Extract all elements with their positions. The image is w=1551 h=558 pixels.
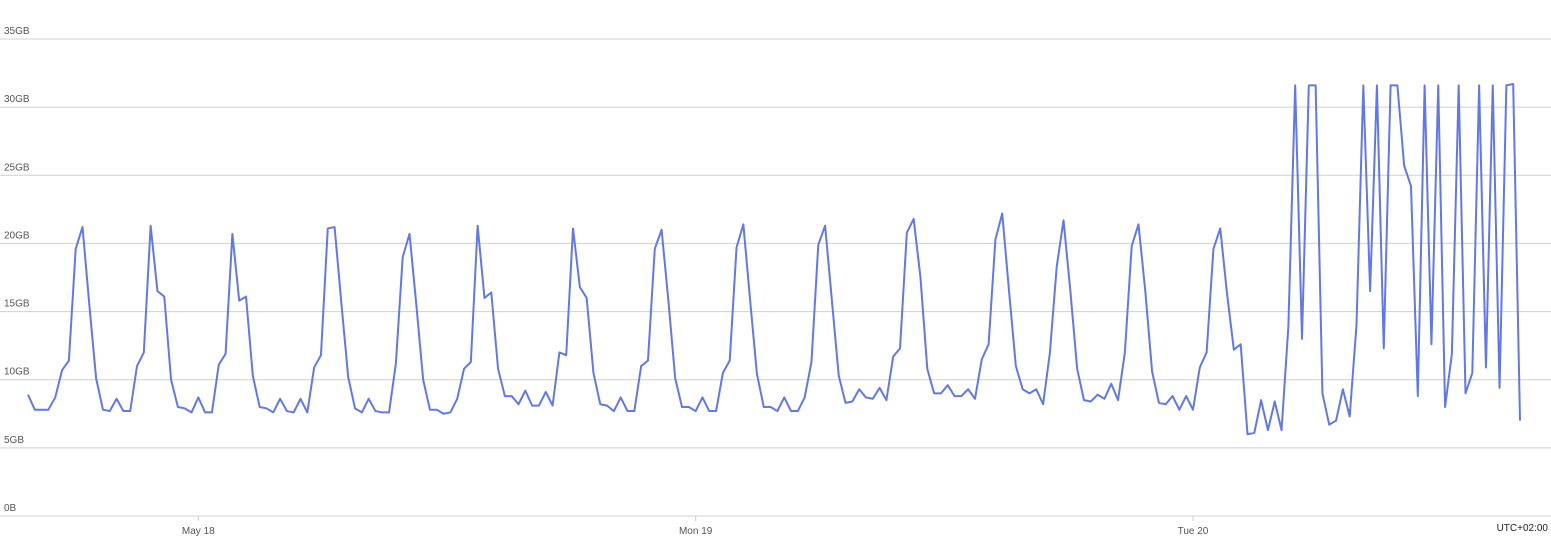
x-tick-label: Mon 19	[679, 526, 713, 537]
y-tick-label: 15GB	[4, 299, 30, 310]
x-tick-label: Tue 20	[1178, 526, 1209, 537]
y-tick-label: 30GB	[4, 94, 30, 105]
x-tick-label: May 18	[182, 526, 215, 537]
y-tick-label: 5GB	[4, 435, 24, 446]
y-tick-label: 20GB	[4, 230, 30, 241]
y-tick-label: 0B	[4, 503, 17, 514]
series-line	[27, 82, 1521, 436]
y-tick-label: 35GB	[4, 26, 30, 37]
y-tick-label: 10GB	[4, 367, 30, 378]
y-tick-label: 25GB	[4, 162, 30, 173]
timezone-label: UTC+02:00	[1497, 523, 1549, 534]
